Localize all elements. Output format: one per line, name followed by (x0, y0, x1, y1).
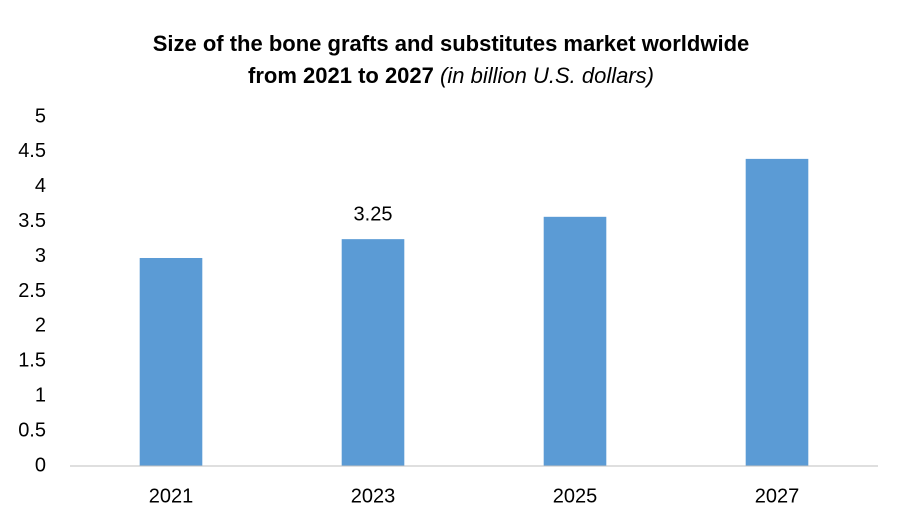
y-tick-label: 4.5 (18, 140, 46, 162)
bar (139, 257, 203, 466)
y-tick-label: 4 (35, 175, 46, 197)
y-tick-label: 0 (35, 454, 46, 476)
y-tick-label: 2.5 (18, 280, 46, 302)
x-tick-label: 2027 (755, 485, 800, 507)
x-tick-label: 2025 (553, 485, 598, 507)
y-tick-label: 3 (35, 245, 46, 267)
y-tick-label: 5 (35, 105, 46, 127)
chart-subtitle: (in billion U.S. dollars) (440, 63, 654, 88)
bar (745, 158, 809, 466)
y-tick-label: 1 (35, 384, 46, 406)
y-tick-label: 3.5 (18, 210, 46, 232)
chart-title: from 2021 to 2027 (248, 63, 434, 88)
data-label: 3.25 (354, 203, 393, 225)
bar (341, 239, 405, 466)
y-tick-label: 0.5 (18, 419, 46, 441)
x-tick-label: 2023 (351, 485, 396, 507)
y-tick-label: 2 (35, 315, 46, 337)
x-tick-label: 2021 (149, 485, 194, 507)
y-tick-label: 1.5 (18, 350, 46, 372)
chart-title-line: from 2021 to 2027 (in billion U.S. dolla… (248, 63, 654, 88)
chart-title: Size of the bone grafts and substitutes … (153, 31, 750, 56)
bar (543, 216, 607, 466)
